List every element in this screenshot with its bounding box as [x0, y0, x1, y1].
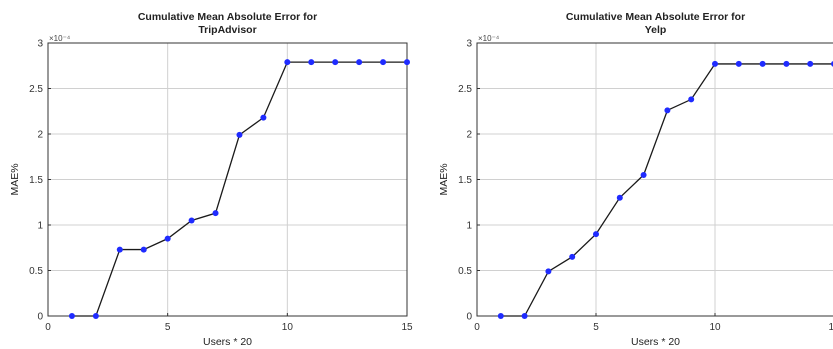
x-tick-label: 10: [282, 322, 294, 333]
chart-title-line-1: Cumulative Mean Absolute Error for: [566, 11, 745, 23]
x-tick-label: 0: [474, 322, 480, 333]
data-point: [260, 114, 267, 121]
data-point: [593, 231, 599, 238]
y-tick-label: 0.5: [29, 266, 43, 277]
y-tick-label: 0: [466, 312, 472, 323]
y-tick-label: 1: [466, 221, 472, 232]
chart-panel-2: 0 5 10 15 0 0.5 1 1.5 2 2.5 3 ×10⁻⁴ Cumulative Mean …: [438, 11, 833, 348]
data-point: [212, 210, 219, 217]
x-tick-label: 5: [165, 322, 171, 333]
data-point: [640, 171, 647, 178]
data-point: [545, 268, 552, 275]
data-point: [569, 253, 576, 260]
data-point: [521, 313, 528, 319]
data-point: [404, 59, 410, 66]
data-point: [236, 131, 243, 138]
x-axis-label: Users * 20: [631, 336, 680, 348]
y-tick-label: 1.5: [29, 175, 43, 186]
data-point: [380, 59, 387, 66]
x-tick-label: 10: [709, 322, 721, 333]
y-tick-label: 0.5: [458, 266, 472, 277]
y-exponent-label: ×10⁻⁴: [478, 34, 500, 43]
x-axis-label: Users * 20: [203, 336, 252, 348]
data-point: [140, 246, 147, 253]
data-point: [664, 107, 671, 114]
chart-title-line-2: TripAdvisor: [198, 24, 256, 36]
y-tick-label: 3: [37, 39, 43, 50]
series-line: [500, 63, 833, 317]
data-point: [497, 313, 504, 319]
series-line: [71, 61, 407, 317]
x-tick-label: 0: [45, 322, 51, 333]
data-point: [92, 313, 99, 319]
x-tick-label: 15: [401, 322, 413, 333]
y-tick-label: 2.5: [458, 84, 472, 95]
data-point: [284, 59, 291, 66]
chart-panel-1: 0 5 10 15 0 0.5 1 1.5 2 2.5 3 ×10⁻⁴ Cumulative Mean …: [9, 11, 413, 348]
data-point: [68, 313, 75, 319]
y-tick-label: 3: [466, 39, 472, 50]
y-tick-label: 2: [37, 130, 43, 141]
data-point: [688, 96, 695, 103]
data-point: [712, 60, 718, 67]
y-tick-label: 0: [37, 312, 43, 323]
y-tick-label: 2: [466, 130, 472, 141]
y-axis-label: MAE%: [9, 163, 21, 195]
y-tick-label: 1.5: [458, 175, 472, 186]
data-point: [356, 59, 363, 66]
data-point: [783, 60, 790, 67]
data-point: [308, 59, 315, 66]
x-tick-label: 15: [828, 322, 833, 333]
data-point: [332, 59, 339, 66]
data-point: [164, 235, 171, 242]
y-exponent-label: ×10⁻⁴: [49, 34, 71, 43]
data-point: [807, 60, 814, 67]
x-tick-label: 5: [593, 322, 599, 333]
chart-title-line-2: Yelp: [645, 24, 667, 36]
y-tick-label: 2.5: [29, 84, 43, 95]
y-tick-label: 1: [37, 221, 43, 232]
chart-title-line-1: Cumulative Mean Absolute Error for: [138, 11, 317, 23]
data-point: [116, 246, 123, 253]
data-point: [188, 217, 195, 224]
data-point: [616, 194, 623, 201]
data-point: [735, 60, 742, 67]
data-point: [759, 60, 766, 67]
y-axis-label: MAE%: [438, 163, 450, 195]
